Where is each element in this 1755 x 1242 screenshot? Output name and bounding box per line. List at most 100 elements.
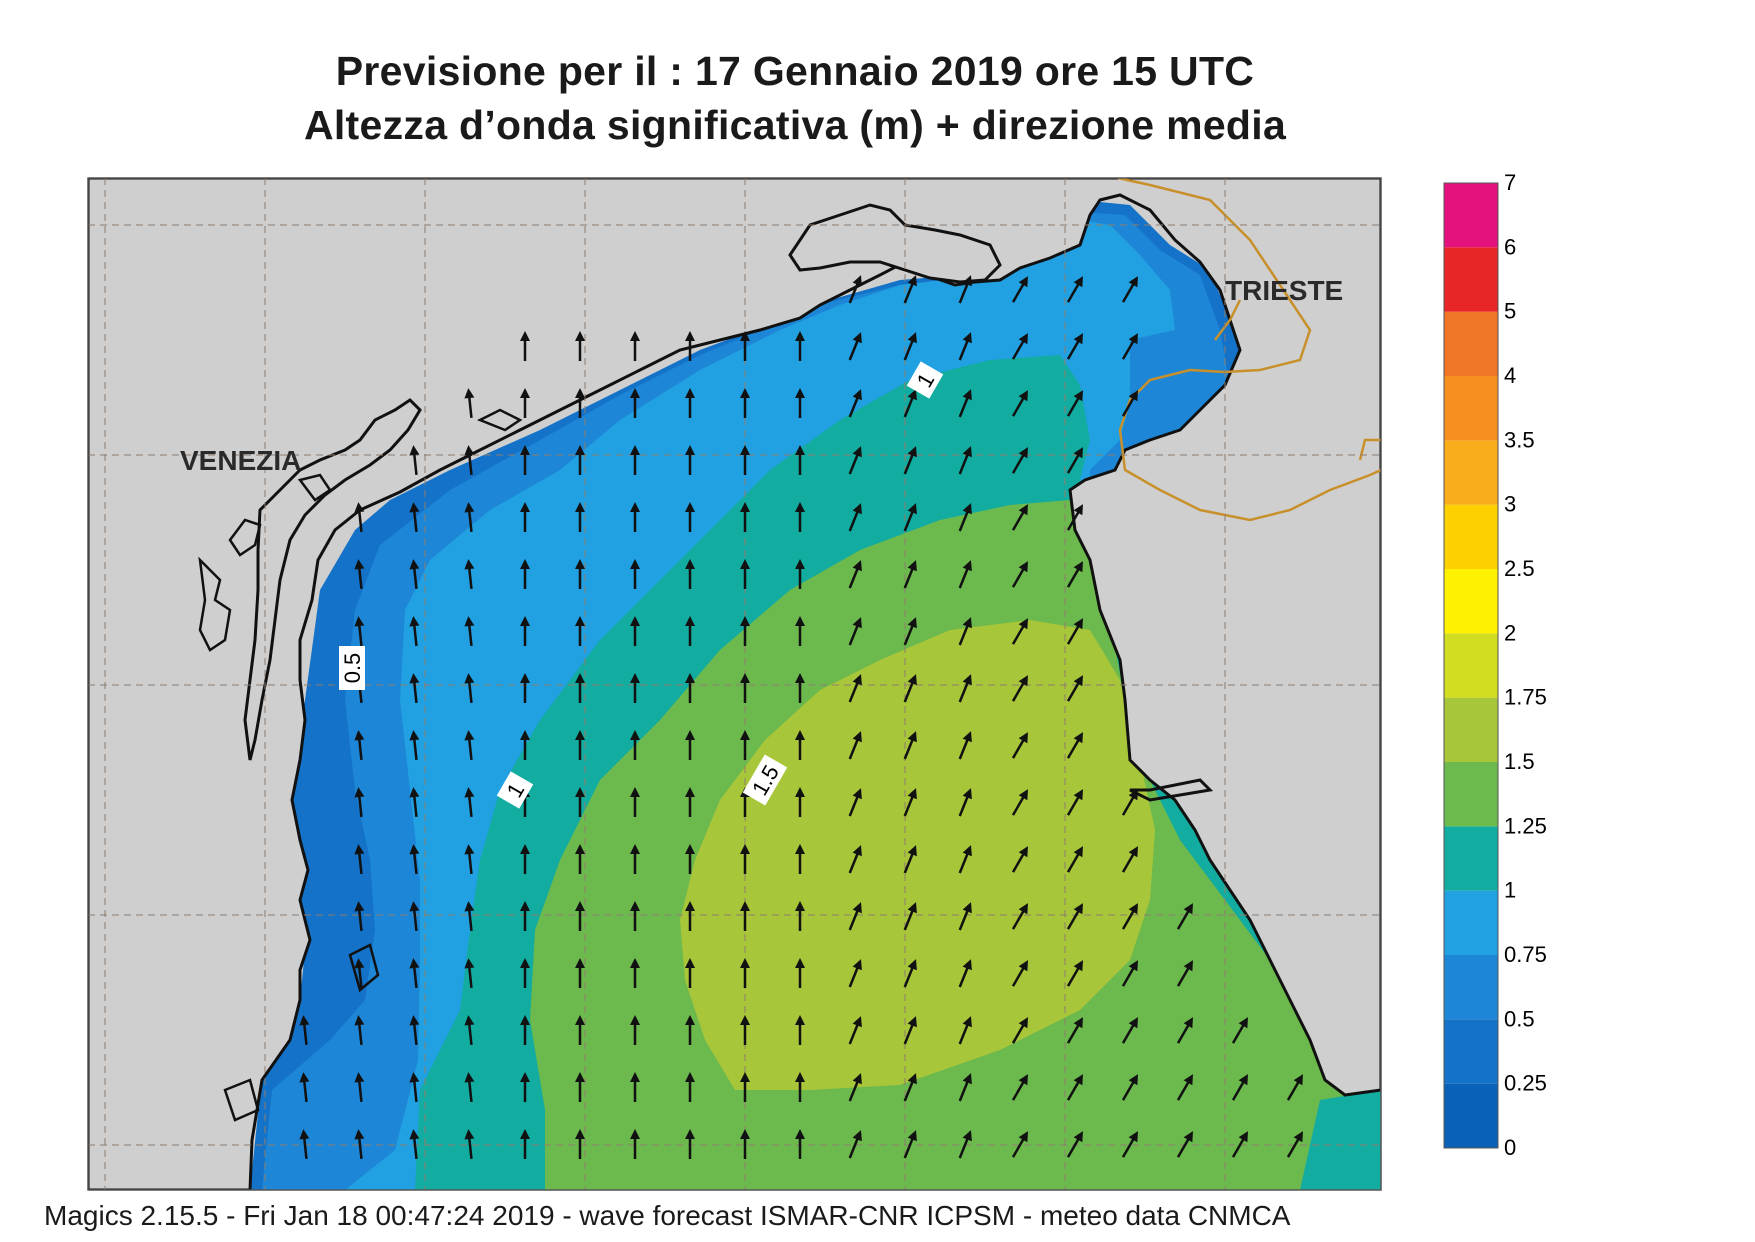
colorbar-tick-label: 0 <box>1504 1135 1516 1160</box>
wave-direction-arrow <box>958 446 972 475</box>
wave-direction-arrow <box>1121 789 1138 816</box>
wave-direction-arrow <box>1176 903 1193 930</box>
wave-direction-arrow <box>409 787 420 818</box>
wave-direction-arrow <box>740 1072 750 1102</box>
lagoon-island-5 <box>348 943 380 993</box>
wave-direction-arrow <box>848 788 862 817</box>
wave-direction-arrow <box>354 502 365 533</box>
wave-direction-arrow <box>903 446 917 475</box>
wave-direction-arrow <box>685 730 695 760</box>
wave-direction-arrow <box>848 332 862 361</box>
wave-direction-arrow <box>354 730 365 761</box>
wave-direction-arrow <box>1011 390 1028 417</box>
wave-direction-arrow <box>1011 1131 1028 1158</box>
colorbar-tick-label: 1.25 <box>1504 813 1547 838</box>
wave-direction-arrow <box>795 730 805 760</box>
colorbar-tick-label: 7 <box>1504 170 1516 195</box>
wave-direction-arrow <box>520 559 530 589</box>
wave-direction-arrow <box>1066 732 1083 759</box>
colorbar-swatch <box>1444 826 1498 891</box>
wave-direction-arrow <box>464 730 475 761</box>
wave-direction-arrow <box>575 1072 585 1102</box>
colorbar-swatch <box>1444 633 1498 698</box>
wave-direction-arrow <box>1066 1131 1083 1158</box>
wave-direction-arrow <box>630 388 640 418</box>
wave-direction-arrow <box>464 1129 475 1160</box>
wave-direction-arrow <box>409 901 420 932</box>
wave-direction-arrow <box>464 616 475 647</box>
wave-direction-arrow <box>685 673 695 703</box>
wave-direction-arrow <box>685 388 695 418</box>
wave-direction-arrow <box>1011 561 1028 588</box>
national-border <box>1117 178 1381 522</box>
wave-direction-arrow <box>1011 1017 1028 1044</box>
wave-direction-arrow <box>354 1072 365 1103</box>
wave-direction-arrow <box>740 616 750 646</box>
contour-label-1-north: 1 <box>906 361 944 399</box>
wave-direction-arrow <box>958 332 972 361</box>
colorbar-frame <box>1443 182 1499 1149</box>
wave-direction-arrow <box>520 331 530 361</box>
wave-direction-arrow <box>903 674 917 703</box>
wave-direction-arrow <box>575 559 585 589</box>
wave-direction-arrow <box>354 1129 365 1160</box>
wave-direction-arrow <box>630 1015 640 1045</box>
coastline-west <box>88 178 1381 1190</box>
map-frame <box>87 177 1382 1191</box>
wave-direction-arrow <box>795 502 805 532</box>
wave-direction-arrow <box>848 617 862 646</box>
wave-direction-arrow <box>1121 846 1138 873</box>
wave-direction-arrow <box>1066 1017 1083 1044</box>
wave-direction-arrow <box>958 1130 972 1159</box>
wave-direction-arrow <box>740 331 750 361</box>
wave-direction-arrow <box>740 1015 750 1045</box>
wave-direction-arrow <box>740 958 750 988</box>
colorbar-tick-label: 6 <box>1504 234 1516 259</box>
wave-direction-arrow <box>1176 1017 1193 1044</box>
wave-direction-arrow <box>1066 846 1083 873</box>
colorbar-swatch <box>1444 890 1498 955</box>
colorbar-tick-label: 2 <box>1504 620 1516 645</box>
colorbar-swatch <box>1444 762 1498 827</box>
colorbar-tick-label: 1 <box>1504 878 1516 903</box>
wave-direction-arrow <box>575 331 585 361</box>
wave-direction-arrow <box>520 958 530 988</box>
wave-direction-arrow <box>575 388 585 418</box>
wave-direction-arrow <box>354 844 365 875</box>
wave-direction-arrow <box>685 844 695 874</box>
wave-direction-arrow <box>1066 960 1083 987</box>
wave-direction-arrow <box>464 1015 475 1046</box>
wave-direction-arrow <box>795 673 805 703</box>
wave-direction-arrow <box>1121 1017 1138 1044</box>
colorbar-swatch <box>1444 247 1498 312</box>
wave-direction-arrow <box>903 788 917 817</box>
colorbar-tick-label: 3 <box>1504 492 1516 517</box>
wave-direction-arrow <box>1121 333 1138 360</box>
wave-direction-arrow <box>630 958 640 988</box>
wave-direction-arrow <box>575 616 585 646</box>
wave-direction-arrow <box>903 1016 917 1045</box>
wave-direction-arrow <box>958 674 972 703</box>
wave-direction-arrow <box>464 445 475 476</box>
wave-direction-arrow <box>575 958 585 988</box>
wave-direction-arrow <box>520 1015 530 1045</box>
wave-direction-arrow <box>848 446 862 475</box>
lagoon-island-6 <box>223 1078 260 1122</box>
wave-direction-arrow <box>409 673 420 704</box>
city-label-trieste: TRIESTE <box>1225 275 1343 306</box>
wave-direction-arrow <box>354 1015 365 1046</box>
wave-direction-arrow <box>958 617 972 646</box>
wave-direction-arrow <box>685 787 695 817</box>
colorbar-tick-label: 3.5 <box>1504 427 1535 452</box>
contour-label-0.5: 0.5 <box>339 646 365 690</box>
colorbar-swatch <box>1444 1019 1498 1084</box>
wave-direction-arrow <box>740 502 750 532</box>
wave-direction-arrow <box>409 502 420 533</box>
wave-direction-arrow <box>740 388 750 418</box>
wave-direction-arrow <box>409 559 420 590</box>
colorbar-tick-label: 0.5 <box>1504 1006 1535 1031</box>
wave-direction-arrow <box>848 389 862 418</box>
wave-direction-arrow <box>1286 1074 1303 1101</box>
wave-direction-arrow <box>848 1073 862 1102</box>
wave-direction-arrow <box>630 730 640 760</box>
